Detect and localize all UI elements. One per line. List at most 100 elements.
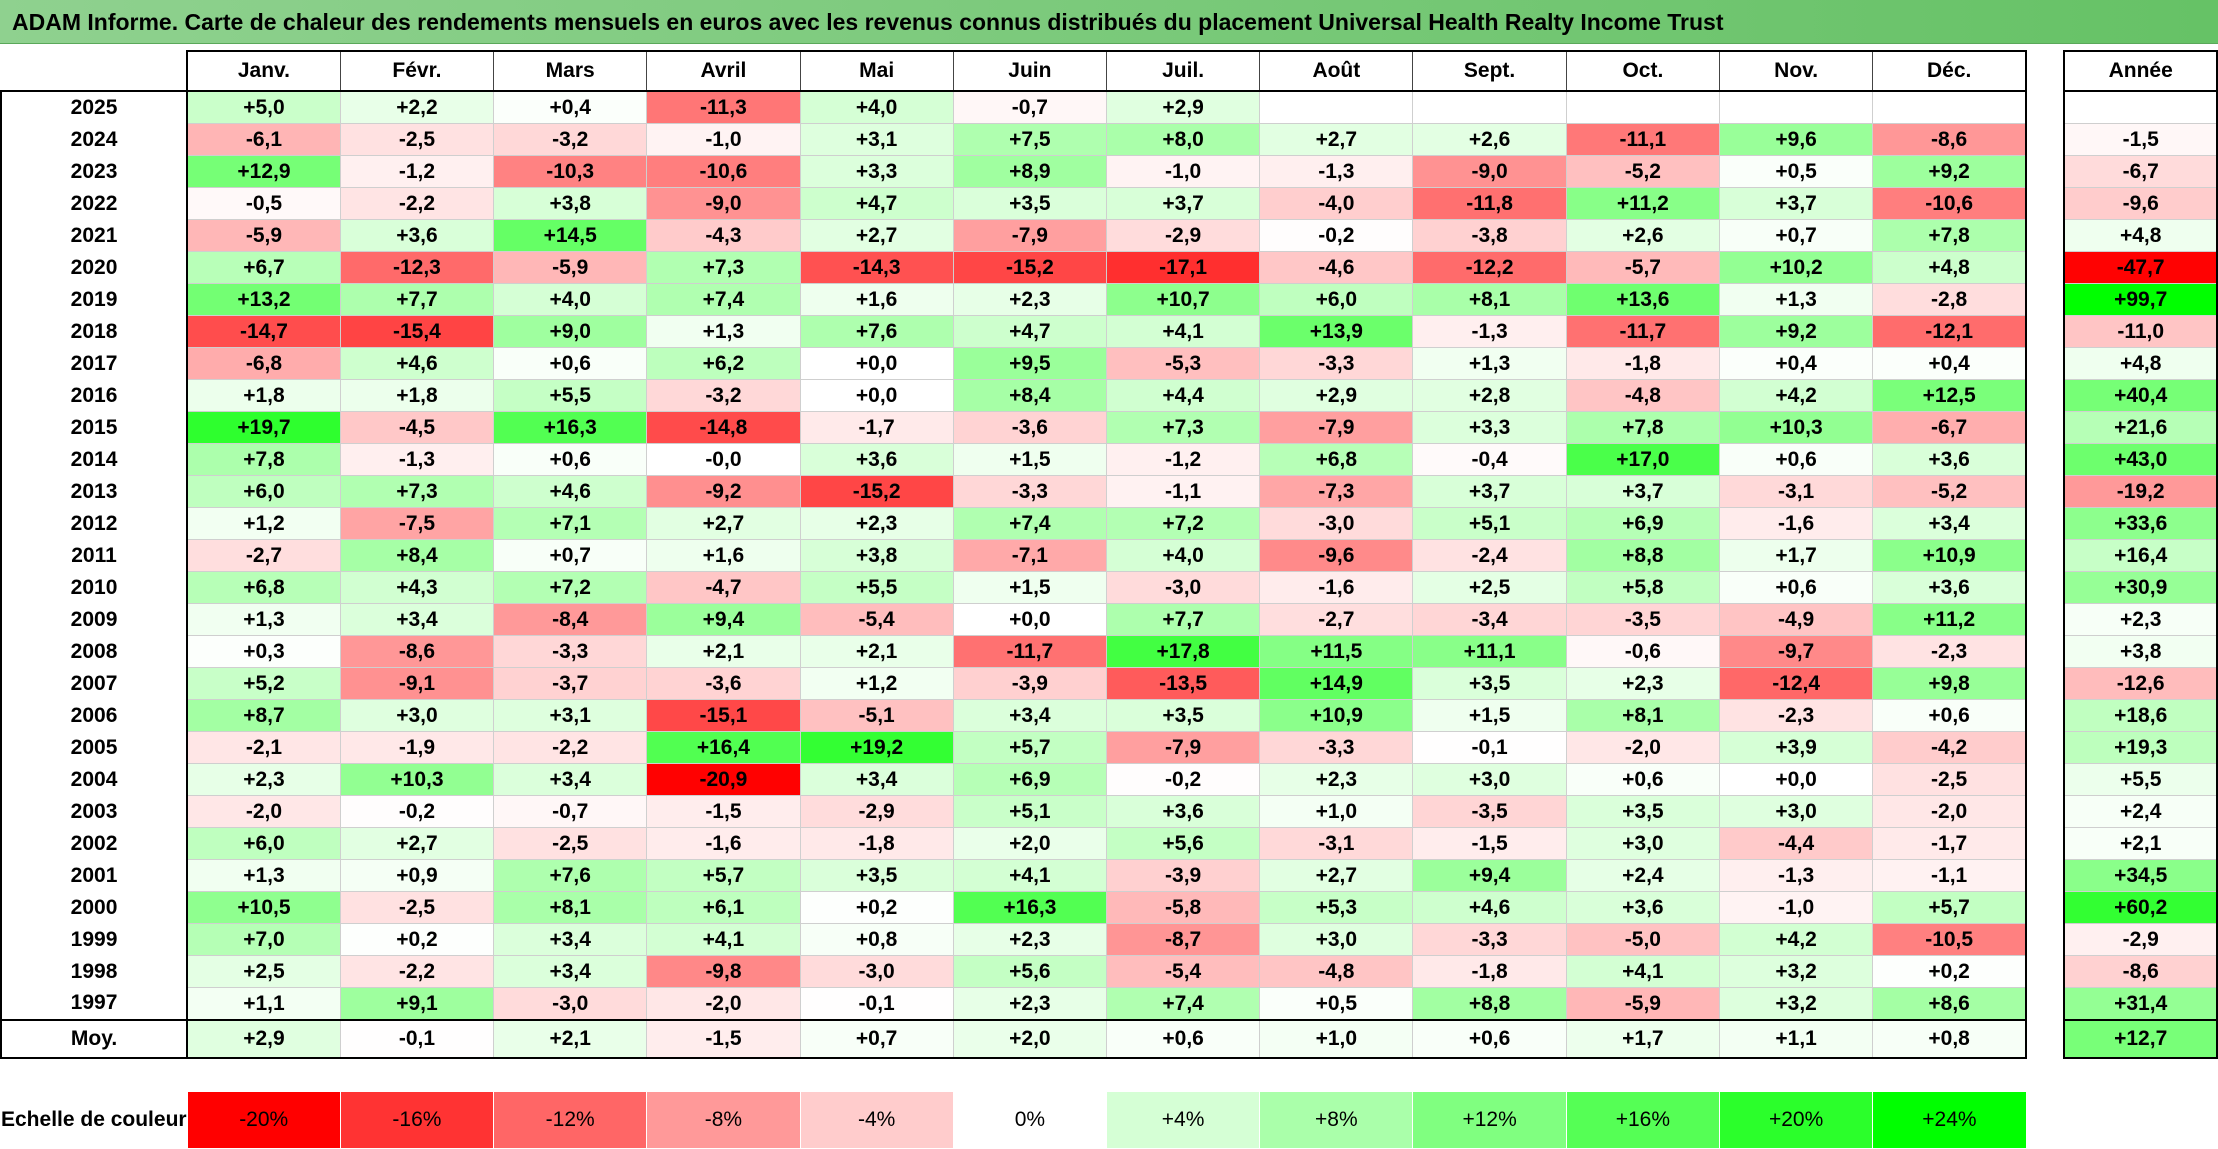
cell-1997-oct: -5,9 <box>1565 987 1721 1021</box>
cell-1999-aug: +3,0 <box>1259 923 1414 956</box>
table-row: 2002 +6,0 +2,7 -2,5 -1,6 -1,8 +2,0 +5,6 -3,1 -1,5… <box>0 827 2218 860</box>
cell-2010-nov: +0,6 <box>1718 571 1874 604</box>
cell-2018-jan: -14,7 <box>186 315 341 348</box>
cell-1997-sep: +8,8 <box>1412 987 1567 1021</box>
header-corner <box>1 51 188 92</box>
annual-cell-2007: -12,6 <box>2063 667 2218 700</box>
cell-2023-aug: -1,3 <box>1259 155 1414 188</box>
cell-2005-aug: -3,3 <box>1259 731 1414 764</box>
table-row: 2023 +12,9 -1,2 -10,3 -10,6 +3,3 +8,9 -1,0 -1,3-… <box>0 155 2218 188</box>
cell-2017-nov: +0,4 <box>1718 347 1874 380</box>
annual-cell-2001: +34,5 <box>2063 859 2218 892</box>
annual-cell-2017: +4,8 <box>2063 347 2218 380</box>
cell-2003-apr: -1,5 <box>646 795 801 828</box>
cell-2019-oct: +13,6 <box>1565 283 1721 316</box>
cell-2005-feb: -1,9 <box>339 731 495 764</box>
cell-2013-jun: -3,3 <box>952 475 1108 508</box>
cell-2014-dec: +3,6 <box>1872 443 2028 476</box>
row-label-2001: 2001 <box>0 859 189 892</box>
cell-2018-aug: +13,9 <box>1259 315 1414 348</box>
cell-2008-may: +2,1 <box>799 635 954 668</box>
cell-2016-dec: +12,5 <box>1872 379 2028 412</box>
cell-2001-aug: +2,7 <box>1259 859 1414 892</box>
table-row: 2014 +7,8 -1,3 +0,6 -0,0 +3,6 +1,5 -1,2 +6,8 -0,4… <box>0 443 2218 476</box>
cell-2020-apr: +7,3 <box>646 251 801 284</box>
cell-2025-dec <box>1872 90 2028 124</box>
cell-2024-dec: -8,6 <box>1872 123 2028 156</box>
cell-2014-may: +3,6 <box>799 443 954 476</box>
cell-2025-apr: -11,3 <box>646 90 801 124</box>
cell-2000-dec: +5,7 <box>1872 891 2028 924</box>
row-label-2021: 2021 <box>0 219 189 252</box>
cell-2018-jun: +4,7 <box>952 315 1108 348</box>
cell-2025-mar: +0,4 <box>493 90 648 124</box>
cell-2024-jun: +7,5 <box>952 123 1108 156</box>
cell-2007-feb: -9,1 <box>339 667 495 700</box>
cell-1998-aug: -4,8 <box>1259 955 1414 988</box>
row-label-2009: 2009 <box>0 603 189 636</box>
cell-2021-may: +2,7 <box>799 219 954 252</box>
cell-2004-feb: +10,3 <box>339 763 495 796</box>
column-gap <box>2026 155 2065 188</box>
column-gap <box>2026 763 2065 796</box>
cell-2007-mar: -3,7 <box>493 667 648 700</box>
cell-1997-feb: +9,1 <box>339 987 495 1021</box>
column-gap <box>2026 923 2065 956</box>
cell-2019-jun: +2,3 <box>952 283 1108 316</box>
cell-2001-dec: -1,1 <box>1872 859 2028 892</box>
cell-2006-sep: +1,5 <box>1412 699 1567 732</box>
column-gap <box>2026 91 2065 124</box>
cell-2016-apr: -3,2 <box>646 379 801 412</box>
column-gap <box>2026 187 2065 220</box>
cell-2003-jul: +3,6 <box>1105 795 1261 828</box>
cell-2007-may: +1,2 <box>799 667 954 700</box>
cell-2022-nov: +3,7 <box>1718 187 1874 220</box>
annual-cell-1998: -8,6 <box>2063 955 2218 988</box>
cell-1999-sep: -3,3 <box>1412 923 1567 956</box>
annual-cell-2019: +99,7 <box>2063 283 2218 316</box>
cell-2000-jun: +16,3 <box>952 891 1108 924</box>
cell-2013-apr: -9,2 <box>646 475 801 508</box>
cell-2021-sep: -3,8 <box>1412 219 1567 252</box>
cell-2011-nov: +1,7 <box>1718 539 1874 572</box>
annual-cell-2024: -1,5 <box>2063 123 2218 156</box>
row-label-1999: 1999 <box>0 923 189 956</box>
annual-cell-2018: -11,0 <box>2063 315 2218 348</box>
cell-2018-nov: +9,2 <box>1718 315 1874 348</box>
cell-2016-jun: +8,4 <box>952 379 1108 412</box>
cell-2000-nov: -1,0 <box>1718 891 1874 924</box>
cell-2025-jan: +5,0 <box>186 90 341 124</box>
cell-2017-may: +0,0 <box>799 347 954 380</box>
column-header-apr: Avril <box>646 50 801 92</box>
table-row: 2020 +6,7 -12,3 -5,9 +7,3 -14,3 -15,2 -17,1 -4,6… <box>0 251 2218 284</box>
cell-2021-jan: -5,9 <box>186 219 341 252</box>
cell-2014-jun: +1,5 <box>952 443 1108 476</box>
cell-2016-jan: +1,8 <box>186 379 341 412</box>
cell-1999-dec: -10,5 <box>1872 923 2028 956</box>
cell-1998-oct: +4,1 <box>1565 955 1721 988</box>
column-header-jan: Janv. <box>186 50 341 92</box>
cell-1999-apr: +4,1 <box>646 923 801 956</box>
column-gap <box>2026 347 2065 380</box>
column-gap <box>2026 443 2065 476</box>
cell-2010-jan: +6,8 <box>186 571 341 604</box>
table-row: 2008 +0,3 -8,6 -3,3 +2,1 +2,1 -11,7 +17,8 +11,5 +… <box>0 635 2218 668</box>
cell-2014-sep: -0,4 <box>1412 443 1567 476</box>
cell-2019-jul: +10,7 <box>1105 283 1261 316</box>
annual-cell-2022: -9,6 <box>2063 187 2218 220</box>
cell-2017-oct: -1,8 <box>1565 347 1721 380</box>
row-label-2005: 2005 <box>0 731 189 764</box>
annual-cell-2011: +16,4 <box>2063 539 2218 572</box>
cell-2021-feb: +3,6 <box>339 219 495 252</box>
cell-2002-apr: -1,6 <box>646 827 801 860</box>
cell-2012-oct: +6,9 <box>1565 507 1721 540</box>
cell-1998-mar: +3,4 <box>493 955 648 988</box>
cell-2003-jun: +5,1 <box>952 795 1108 828</box>
cell-2015-nov: +10,3 <box>1718 411 1874 444</box>
cell-2001-mar: +7,6 <box>493 859 648 892</box>
row-label-2003: 2003 <box>0 795 189 828</box>
annual-cell-2003: +2,4 <box>2063 795 2218 828</box>
column-header-sep: Sept. <box>1412 50 1567 92</box>
cell-2015-jul: +7,3 <box>1105 411 1261 444</box>
cell-2002-mar: -2,5 <box>493 827 648 860</box>
